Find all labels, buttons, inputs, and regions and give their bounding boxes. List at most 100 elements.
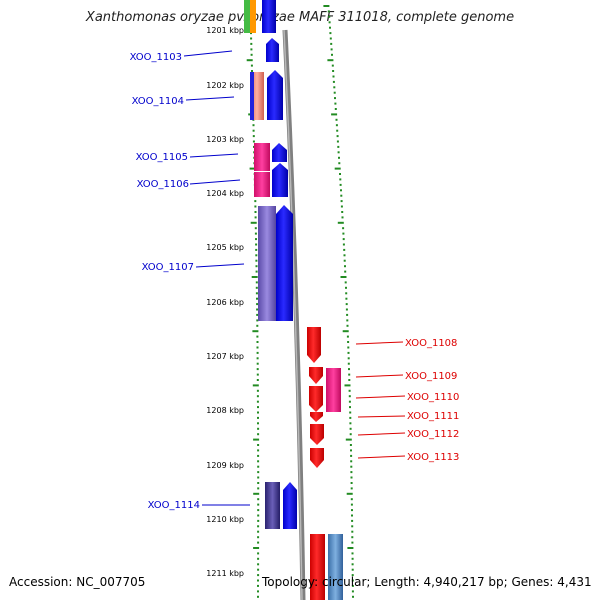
- major-tick: [252, 384, 259, 387]
- minor-tick: [344, 281, 347, 284]
- major-tick: [345, 438, 352, 441]
- gene-xoo-1104[interactable]: [250, 70, 283, 120]
- minor-tick: [256, 335, 259, 338]
- kbp-label: 1202 kbp: [206, 81, 244, 90]
- minor-tick: [257, 476, 260, 479]
- gene-label-xoo-1105[interactable]: XOO_1105: [136, 152, 188, 163]
- minor-tick: [257, 422, 259, 425]
- gene-partial-top[interactable]: [244, 0, 276, 33]
- minor-tick: [332, 80, 335, 83]
- minor-tick: [255, 243, 258, 246]
- gene-label-xoo-1103[interactable]: XOO_1103: [130, 52, 182, 63]
- gene-label-xoo-1108[interactable]: XOO_1108: [405, 338, 457, 349]
- gene-label-xoo-1106[interactable]: XOO_1106: [137, 179, 189, 190]
- minor-tick: [351, 590, 354, 593]
- gene-label-xoo-1113[interactable]: XOO_1113: [407, 452, 459, 463]
- gene-label-xoo-1114[interactable]: XOO_1114: [148, 500, 200, 511]
- minor-tick: [339, 178, 342, 181]
- gene-xoo-1109[interactable]: [309, 367, 341, 412]
- gene-xoo-1108[interactable]: [307, 327, 321, 363]
- minor-tick: [350, 487, 353, 490]
- minor-tick: [333, 91, 336, 94]
- minor-tick: [257, 482, 260, 484]
- minor-tick: [256, 313, 259, 316]
- minor-tick: [342, 232, 345, 235]
- gene-xoo-1105[interactable]: [254, 143, 287, 171]
- gene-xoo-1113[interactable]: [310, 448, 324, 468]
- minor-tick: [257, 498, 260, 501]
- minor-tick: [257, 487, 260, 490]
- major-tick: [342, 330, 349, 333]
- gene-label-xoo-1107[interactable]: XOO_1107: [142, 262, 194, 273]
- minor-tick: [255, 265, 258, 268]
- minor-tick: [251, 70, 253, 72]
- major-tick: [334, 167, 341, 170]
- minor-tick: [257, 465, 260, 468]
- minor-tick: [345, 286, 347, 289]
- kbp-label: 1210 kbp: [206, 515, 244, 524]
- minor-tick: [256, 357, 259, 360]
- minor-tick: [256, 308, 259, 311]
- minor-tick: [350, 460, 353, 463]
- gene-label-xoo-1112[interactable]: XOO_1112: [407, 429, 459, 440]
- minor-tick: [351, 519, 354, 522]
- minor-tick: [329, 37, 332, 40]
- minor-tick: [257, 552, 260, 555]
- minor-tick: [257, 536, 260, 539]
- minor-tick: [350, 498, 353, 501]
- gene-label-xoo-1110[interactable]: XOO_1110: [407, 392, 459, 403]
- kbp-label: 1208 kbp: [206, 406, 244, 415]
- minor-tick: [331, 53, 333, 56]
- gene-partial-bottom[interactable]: [310, 534, 343, 600]
- minor-tick: [336, 129, 339, 132]
- minor-tick: [256, 400, 259, 403]
- minor-tick: [254, 200, 257, 203]
- minor-tick: [257, 530, 260, 533]
- minor-tick: [327, 10, 330, 13]
- minor-tick: [255, 254, 258, 257]
- minor-tick: [257, 525, 260, 528]
- minor-tick: [257, 411, 259, 414]
- minor-tick: [345, 297, 348, 300]
- minor-tick: [342, 238, 345, 241]
- minor-tick: [344, 265, 346, 268]
- minor-tick: [339, 183, 342, 186]
- minor-tick: [342, 227, 345, 230]
- minor-tick: [256, 324, 259, 327]
- minor-tick: [347, 351, 350, 354]
- minor-tick: [257, 503, 260, 506]
- minor-tick: [334, 108, 337, 110]
- minor-tick: [256, 319, 259, 322]
- minor-tick: [257, 563, 260, 566]
- minor-tick: [257, 444, 260, 446]
- minor-tick: [255, 238, 257, 241]
- minor-tick: [256, 389, 259, 392]
- minor-tick: [343, 259, 346, 262]
- gene-xoo-1111[interactable]: [310, 412, 323, 422]
- minor-tick: [330, 42, 333, 45]
- gene-xoo-1103[interactable]: [266, 38, 279, 62]
- gene-label-xoo-1111[interactable]: XOO_1111: [407, 411, 459, 422]
- kbp-label: 1205 kbp: [206, 243, 244, 252]
- gene-label-xoo-1109[interactable]: XOO_1109: [405, 371, 457, 382]
- major-tick: [253, 547, 260, 549]
- left-leader-lines: [183, 50, 250, 506]
- gene-xoo-1112[interactable]: [310, 424, 324, 445]
- minor-tick: [346, 313, 349, 316]
- minor-tick: [257, 557, 260, 560]
- kbp-label: 1206 kbp: [206, 298, 244, 307]
- minor-tick: [349, 444, 352, 446]
- gene-label-xoo-1104[interactable]: XOO_1104: [132, 96, 184, 107]
- minor-tick: [254, 227, 257, 230]
- minor-tick: [250, 53, 253, 56]
- minor-tick: [335, 118, 338, 121]
- minor-tick: [256, 373, 259, 376]
- gene-xoo-1106[interactable]: [254, 163, 288, 197]
- gene-xoo-1114[interactable]: [265, 482, 297, 529]
- gene-xoo-1107[interactable]: [258, 205, 293, 321]
- minor-tick: [328, 15, 331, 18]
- minor-tick: [255, 259, 258, 262]
- minor-tick: [346, 324, 349, 327]
- gene-xoo-1110[interactable]: [309, 386, 323, 412]
